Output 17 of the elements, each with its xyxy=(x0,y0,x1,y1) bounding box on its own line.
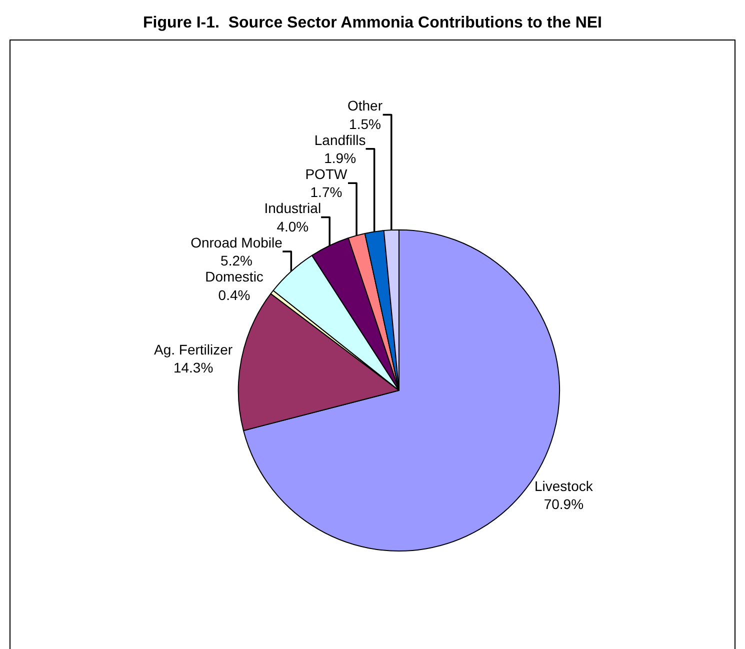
data-label: 4.0% xyxy=(276,218,309,234)
data-label: 5.2% xyxy=(220,252,252,269)
slice-label: Livestock xyxy=(534,478,594,494)
slice-label: POTW xyxy=(305,166,348,182)
data-label: 1.5% xyxy=(349,116,381,132)
data-label: 70.9% xyxy=(544,496,584,512)
data-label: 1.7% xyxy=(310,184,342,200)
slice-label: Landfills xyxy=(314,132,366,148)
slice-label: Domestic xyxy=(205,268,264,285)
slice-label: Onroad Mobile xyxy=(190,234,283,250)
slice-label: Ag. Fertilizer xyxy=(154,341,233,358)
data-label: 14.3% xyxy=(173,360,214,376)
slice-label: Other xyxy=(347,98,383,114)
data-label: 0.4% xyxy=(218,286,250,303)
slice-label: Industrial xyxy=(264,200,322,216)
chart-title: Figure I-1. Source Sector Ammonia Contributions to the NEI xyxy=(143,14,602,32)
data-label: 1.9% xyxy=(324,150,356,166)
